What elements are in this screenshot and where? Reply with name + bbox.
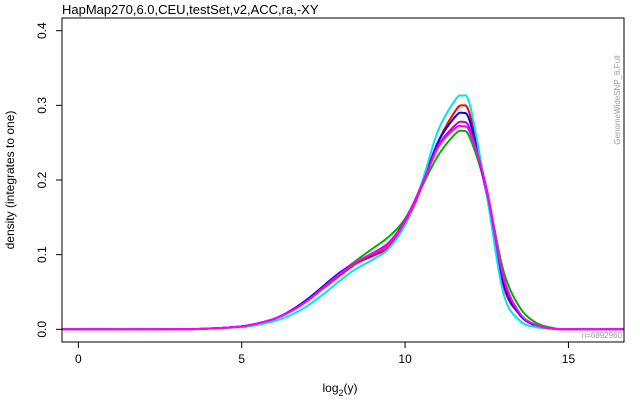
y-tick-label: 0.3	[35, 97, 49, 114]
x-axis: 0 5 10 15	[75, 342, 575, 366]
x-axis-label-suffix: (y)	[344, 381, 358, 395]
x-tick-label: 15	[562, 352, 576, 366]
side-label: GenomeWideSNP_6,Full	[613, 55, 622, 145]
x-tick-label: 5	[238, 352, 245, 366]
x-tick-label: 10	[398, 352, 412, 366]
plot-frame	[61, 17, 625, 343]
x-tick-label: 0	[75, 352, 82, 366]
density-series-4	[61, 94, 625, 331]
density-series-2	[61, 129, 625, 331]
density-series-3	[61, 111, 625, 331]
y-tick-label: 0.4	[35, 22, 49, 39]
density-series-6	[61, 124, 625, 331]
y-axis-label: density (integrates to one)	[3, 111, 17, 250]
x-axis-label-prefix: log	[322, 381, 338, 395]
series-layer	[61, 94, 625, 331]
x-axis-label-subscript: 2	[339, 388, 344, 398]
y-tick-label: 0.2	[35, 171, 49, 188]
count-label: n=6892960	[582, 331, 623, 340]
x-axis-label: log2(y)	[322, 381, 357, 398]
y-tick-label: 0.1	[35, 246, 49, 263]
density-series-1	[61, 104, 625, 331]
y-axis: 0.0 0.1 0.2 0.3 0.4	[35, 22, 62, 338]
density-series-5	[61, 120, 625, 331]
chart-title: HapMap270,6.0,CEU,testSet,v2,ACC,ra,-XY	[62, 2, 319, 17]
y-tick-label: 0.0	[35, 321, 49, 338]
